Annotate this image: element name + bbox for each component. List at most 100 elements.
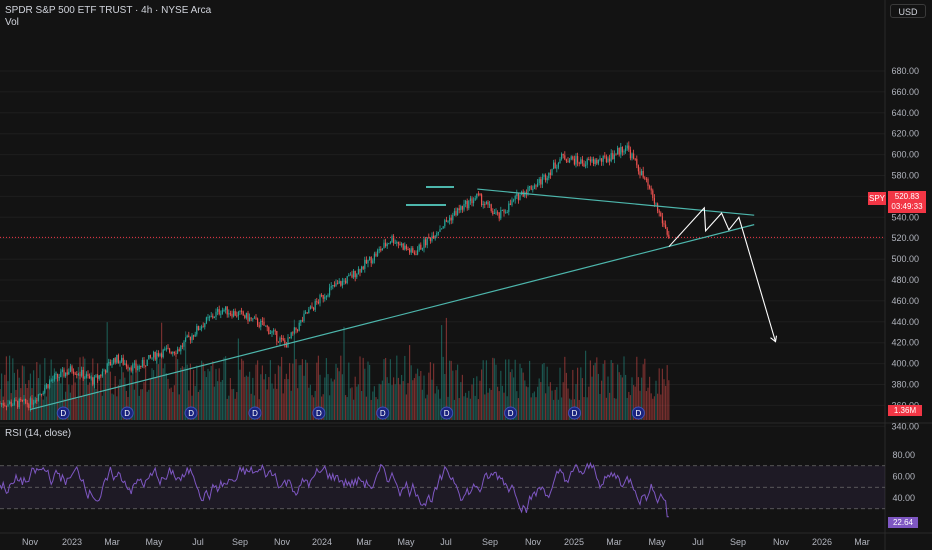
candle-body xyxy=(274,330,276,332)
volume-bar xyxy=(28,380,30,420)
candle-body xyxy=(569,159,571,163)
volume-bar xyxy=(367,361,369,420)
volume-bar xyxy=(657,393,659,420)
volume-bar xyxy=(546,366,548,420)
volume-bar xyxy=(226,398,228,420)
volume-bar xyxy=(421,389,423,420)
resistance-trendline[interactable] xyxy=(477,188,755,216)
candle-body xyxy=(500,210,502,219)
volume-bar xyxy=(98,392,100,420)
volume-bar xyxy=(460,382,462,420)
dividend-marker-label: D xyxy=(60,409,66,418)
candle-body xyxy=(29,398,31,408)
candle-body xyxy=(634,158,636,160)
candle-body xyxy=(44,387,46,393)
volume-bar xyxy=(257,360,259,420)
volume-bar xyxy=(466,397,468,420)
volume-bar xyxy=(138,395,140,420)
dividend-marker-icon[interactable] xyxy=(56,406,70,420)
dividend-marker-label: D xyxy=(316,409,322,418)
volume-bar xyxy=(308,387,310,420)
volume-bar xyxy=(500,370,502,420)
volume-bar xyxy=(554,389,556,420)
candle-body xyxy=(133,363,135,365)
volume-bar xyxy=(391,385,393,420)
volume-bar xyxy=(298,365,300,420)
candle-body xyxy=(20,399,22,401)
dividend-marker-icon[interactable] xyxy=(248,406,262,420)
candle-body xyxy=(314,301,316,310)
volume-bar xyxy=(79,357,81,420)
volume-bar xyxy=(665,385,667,420)
dividend-marker-icon[interactable] xyxy=(312,406,326,420)
volume-bar xyxy=(303,375,305,420)
candle-body xyxy=(153,352,155,358)
candle-body xyxy=(140,365,142,367)
candle-body xyxy=(367,260,369,264)
candle-body xyxy=(612,153,614,160)
volume-bar xyxy=(556,387,558,420)
volume-bar xyxy=(545,393,547,420)
candle-body xyxy=(234,311,236,316)
volume-bar xyxy=(289,363,291,420)
candle-body xyxy=(439,229,441,232)
dividend-marker-label: D xyxy=(188,409,194,418)
candle-body xyxy=(642,170,644,178)
projection-path[interactable] xyxy=(668,206,777,342)
volume-bar xyxy=(636,356,638,420)
dividend-marker-icon[interactable] xyxy=(376,406,390,420)
volume-bar xyxy=(197,391,199,420)
volume-bar xyxy=(605,397,607,420)
candle-body xyxy=(474,198,476,201)
volume-bar xyxy=(455,370,457,420)
candle-body xyxy=(273,330,275,332)
volume-label[interactable]: Vol xyxy=(5,17,19,28)
candle-body xyxy=(354,270,356,278)
volume-bar xyxy=(186,364,188,420)
dividend-marker-icon[interactable] xyxy=(184,406,198,420)
candle-body xyxy=(596,159,598,164)
volume-bar xyxy=(588,386,590,420)
candle-body xyxy=(55,373,57,376)
candle-body xyxy=(503,210,505,213)
volume-bar xyxy=(325,358,327,420)
volume-bar xyxy=(181,366,183,420)
candle-body xyxy=(391,236,393,243)
volume-bar xyxy=(618,372,620,420)
candle-body xyxy=(82,369,84,379)
volume-bar xyxy=(172,392,174,420)
volume-bar xyxy=(277,365,279,420)
candle-body xyxy=(466,200,468,209)
rsi-title[interactable]: RSI (14, close) xyxy=(5,428,72,439)
candle-body xyxy=(473,200,475,204)
volume-bar xyxy=(577,367,579,420)
volume-bar xyxy=(413,378,415,420)
candle-body xyxy=(161,353,163,358)
dividend-marker-icon[interactable] xyxy=(440,406,454,420)
volume-bar xyxy=(137,364,139,420)
symbol-title[interactable]: SPDR S&P 500 ETF TRUST · 4h · NYSE Arca xyxy=(5,5,212,16)
candle-body xyxy=(588,159,590,161)
dividend-marker-icon[interactable] xyxy=(504,406,518,420)
volume-bar xyxy=(151,368,153,420)
candle-body xyxy=(69,366,71,372)
candle-body xyxy=(663,223,665,225)
candle-body xyxy=(277,341,279,343)
currency-button[interactable]: USD xyxy=(890,4,926,18)
candle-body xyxy=(298,322,300,331)
dividend-marker-icon[interactable] xyxy=(631,406,645,420)
support-trendline[interactable] xyxy=(29,224,755,411)
trendlines[interactable] xyxy=(29,186,778,411)
candle-body xyxy=(322,295,324,299)
dividend-marker-icon[interactable] xyxy=(120,406,134,420)
volume-bar xyxy=(284,379,286,420)
volume-bar xyxy=(602,363,604,420)
volume-bar xyxy=(183,367,185,420)
candle-body xyxy=(1,403,3,405)
volume-bar xyxy=(87,384,89,420)
volume-bar xyxy=(476,376,478,420)
volume-bar xyxy=(412,380,414,420)
dividend-marker-icon[interactable] xyxy=(568,406,581,420)
